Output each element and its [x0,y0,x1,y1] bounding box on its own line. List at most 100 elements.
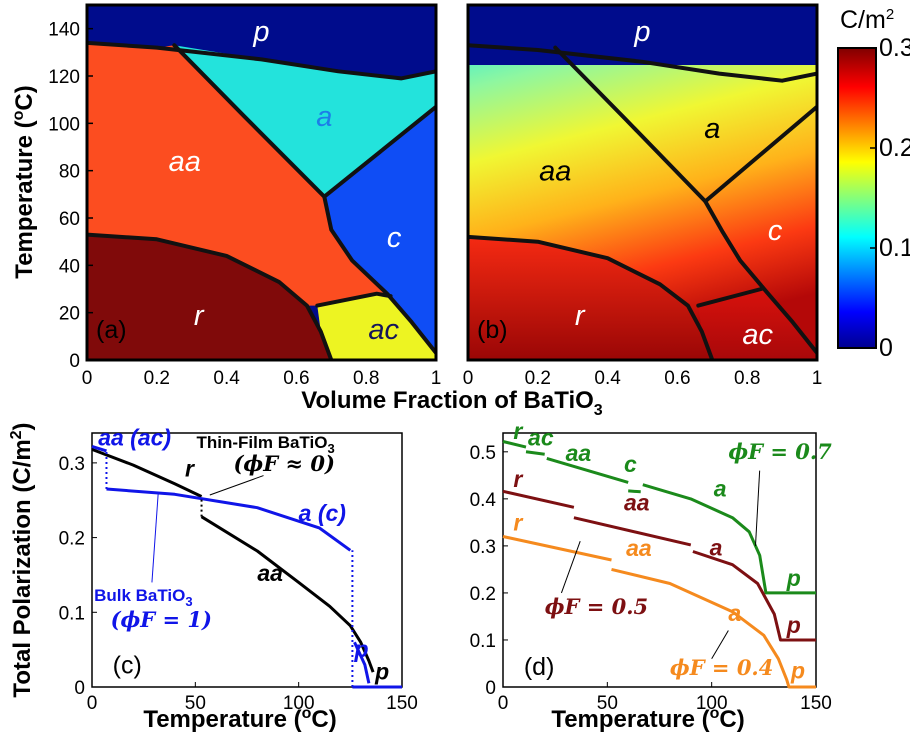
region-p-fill [468,5,817,65]
series-1-segment-0 [502,489,575,509]
top-ytick-label: 60 [59,209,80,230]
top-b-xtick-label: 0.8 [734,368,760,389]
region-label-aa: aa [169,146,201,178]
top-ytick-label: 40 [59,256,80,277]
red-leader [560,541,581,594]
label-bulk-phi: (ϕF = 1) [111,607,212,632]
ytick-label: 0.4 [470,490,497,511]
phase-boundary-4 [315,291,393,308]
phase-boundary-2 [322,194,436,355]
phase-boundary-3 [468,234,715,360]
phase-boundary-1 [553,45,817,204]
ytick-label: 0.2 [470,584,496,605]
region-label-c: c [387,222,402,254]
region-label-ac: ac [368,314,399,346]
label-green-p: p [786,565,801,591]
label-p-black: p [374,659,389,685]
top-a-xtick-label: 0 [82,368,93,389]
ytick-label: 0 [74,678,85,699]
ytick-label: 0.1 [59,603,85,624]
series-0-segment-1 [525,450,545,456]
region-r-fill [87,234,332,360]
green-leader [754,470,761,546]
bulk-leader [151,494,159,583]
series-0-segment-1 [200,515,375,673]
top-a-xtick-label: 1 [431,368,442,389]
series-1-segment-1 [106,487,352,552]
panel-c-xlabel: Temperature (oC) [143,705,336,733]
panel-label-a: (a) [96,316,127,344]
panel-b-frame [466,3,819,362]
series-0-segment-2 [546,456,629,484]
region-label-r: r [194,300,205,332]
top-ytick-label: 140 [48,20,80,41]
top-ytick-label: 120 [48,67,80,88]
label-red-a: a [710,534,723,560]
top-ytick-label: 80 [59,162,80,183]
series-2-segment-0 [502,535,612,562]
orange-leader [711,630,729,660]
label-red-r: r [513,466,523,492]
top-b-xtick-label: 0.2 [525,368,551,389]
series-0-segment-0 [91,447,203,498]
ytick-label: 0.5 [470,443,496,464]
top-ytick-label: 100 [48,114,80,135]
series-0-segment-3 [628,489,641,494]
heatmap-panel-b [468,5,817,360]
phase-boundary-1 [172,43,436,199]
label-orange-r: r [513,509,523,535]
label-aa-ac: aa (ac) [98,425,171,451]
label-green-phi: ϕF = 0.7 [728,439,832,464]
top-a-xtick-label: 0.6 [283,368,309,389]
label-p-blue: p [353,636,368,662]
colorbar-ticks: 0.3 0.2 0.1 0 [870,34,910,362]
xtick-label: 100 [283,693,315,714]
top-ylabel: Temperature (oC) [10,85,38,278]
phase-boundary-3 [87,232,334,360]
label-a-c: a (c) [299,500,346,526]
phase-boundary-4 [696,287,764,308]
label-thin-film: Thin-Film BaTiO3 [196,433,334,456]
label-orange-p: p [790,658,805,684]
top-xlabel: Volume Fraction of BaTiO3 [301,387,602,419]
thin-film-leader [209,475,264,496]
series-0-segment-0 [502,440,527,449]
colorbar-tick-label: 0.2 [879,134,910,162]
region-label-p: p [252,16,269,48]
panel-a-frame [85,3,438,362]
panel-label-c: (c) [113,652,142,680]
label-bulk: Bulk BaTiO3 [94,586,193,609]
top-a-xtick-label: 0.4 [213,368,240,389]
phase-boundary-0 [468,43,817,83]
top-b-xtick-label: 0.4 [594,368,621,389]
label-red-p: p [786,612,801,638]
ytick-label: 0 [485,678,496,699]
xtick-label: 100 [696,693,728,714]
bottom-ylabel: Total Polarization (C/m2) [8,422,36,697]
ytick-label: 0.1 [470,631,496,652]
phase-boundary-2 [703,199,817,355]
label-green-a: a [714,476,727,502]
label-green-r: r [513,418,523,444]
region-label-a: a [704,113,720,145]
region-r-fill [468,236,713,360]
ytick-label: 0.3 [59,454,85,475]
xtick-label: 150 [800,693,832,714]
plot-frame [91,432,403,688]
ytick-label: 0.2 [59,529,85,550]
region-ac-fill [317,293,436,360]
region-label-p: p [633,16,650,48]
colorbar-tick-label: 0.3 [879,34,910,62]
label-r: r [185,455,195,481]
label-green-aa: aa [566,440,592,466]
heatmap-panel-a [87,5,436,360]
plot-frame [502,432,817,688]
region-label-ac: ac [742,319,773,351]
top-b-xtick-label: 0.6 [664,368,690,389]
xtick-label: 50 [597,693,618,714]
series-1-segment-1 [573,516,692,547]
